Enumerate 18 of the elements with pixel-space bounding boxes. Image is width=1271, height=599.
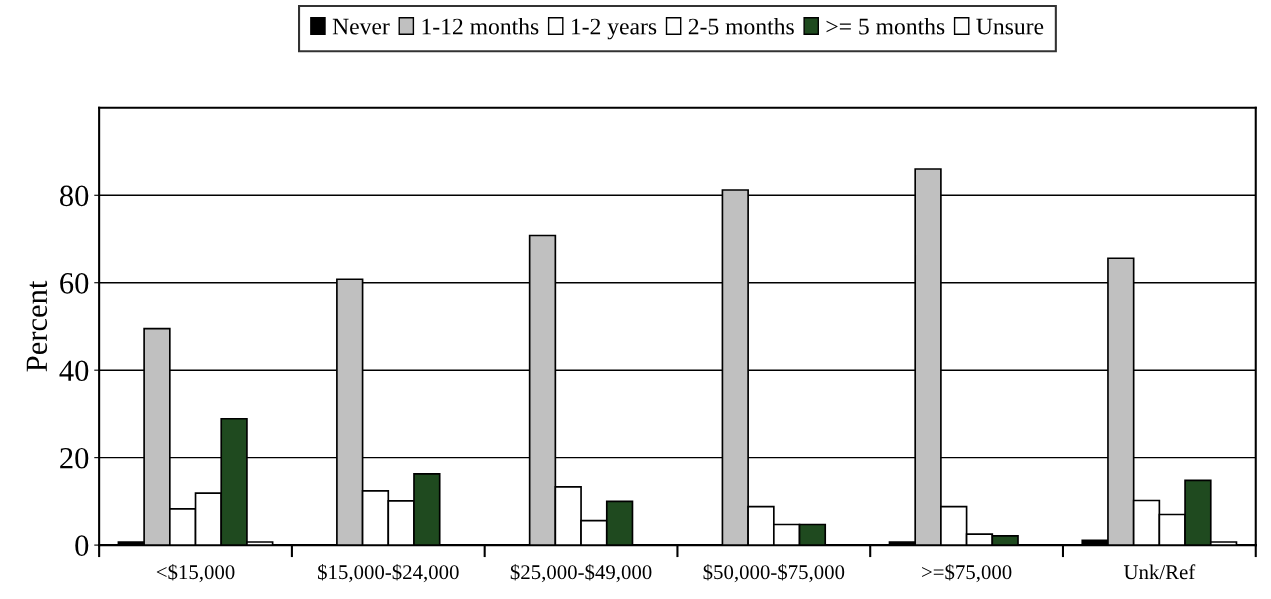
y-tick-label: 0	[75, 535, 89, 556]
x-tick-label: >=$75,000	[922, 563, 1012, 583]
legend-label: Never	[332, 18, 390, 35]
legend-label: >= 5 months	[826, 17, 945, 35]
x-tick-label: Unk/Ref	[1123, 564, 1196, 580]
legend-label: 2-5 months	[688, 17, 794, 35]
x-tick-label: $50,000-$75,000	[703, 563, 845, 583]
x-tick-label: $25,000-$49,000	[510, 563, 652, 583]
x-tick-label: <$15,000	[156, 563, 235, 583]
y-tick-label: 80	[60, 185, 89, 207]
y-axis-title: Percent	[26, 280, 48, 372]
legend-label: Unsure	[976, 18, 1044, 35]
legend-label: 1-12 months	[422, 17, 539, 35]
legend-label: 1-2 years	[571, 18, 657, 40]
x-tick-label: $15,000-$24,000	[318, 563, 459, 583]
y-tick-label: 40	[59, 360, 89, 382]
y-tick-label: 60	[60, 273, 89, 294]
y-tick-label: 20	[60, 447, 89, 469]
